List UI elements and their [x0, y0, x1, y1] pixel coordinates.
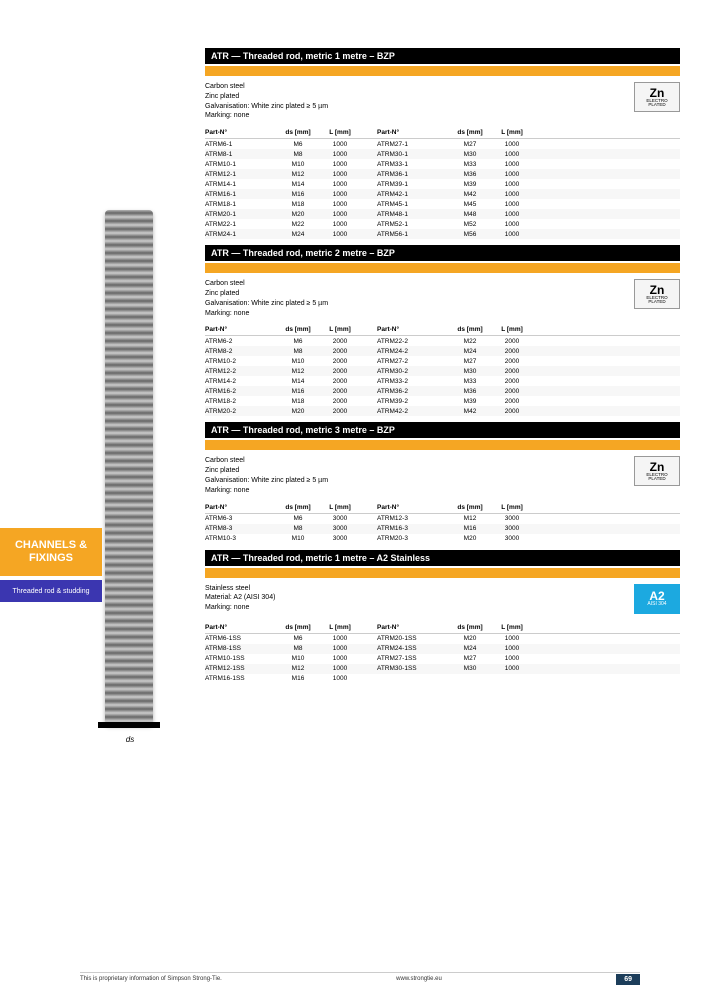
table-row: ATRM10-1M101000ATRM33-1M331000 [205, 159, 680, 169]
table-row: ATRM10-1SSM101000ATRM27-1SSM271000 [205, 654, 680, 664]
material-row: Carbon steelZinc platedGalvanisation: Wh… [205, 279, 680, 318]
dimension-label: ds [95, 735, 165, 744]
table-row: ATRM20-2M202000ATRM42-2M422000 [205, 406, 680, 416]
table-row: ATRM10-2M102000ATRM27-2M272000 [205, 356, 680, 366]
footer-left: This is proprietary information of Simps… [80, 976, 222, 982]
product-table: ATRM6-1M61000ATRM27-1M271000ATRM8-1M8100… [205, 139, 680, 239]
table-row: ATRM14-1M141000ATRM39-1M391000 [205, 179, 680, 189]
table-row: ATRM8-1SSM81000ATRM24-1SSM241000 [205, 644, 680, 654]
table-row: ATRM16-2M162000ATRM36-2M362000 [205, 386, 680, 396]
section-subtitle [205, 263, 680, 273]
table-row: ATRM10-3M103000ATRM20-3M203000 [205, 534, 680, 544]
table-row: ATRM14-2M142000ATRM33-2M332000 [205, 376, 680, 386]
section-subtitle [205, 66, 680, 76]
side-tab-line1: CHANNELS & [15, 539, 87, 552]
section-title: ATR — Threaded rod, metric 3 metre – BZP [205, 422, 680, 438]
product-section: ATR — Threaded rod, metric 1 metre – BZP… [205, 48, 680, 239]
side-tab-channels: CHANNELS & FIXINGS [0, 528, 102, 576]
table-row: ATRM16-1SSM161000 [205, 674, 680, 684]
footer: This is proprietary information of Simps… [80, 972, 640, 982]
side-tab-sub: Threaded rod & studding [0, 580, 102, 602]
threaded-rod-image [105, 210, 153, 725]
footer-right: www.strongtie.eu [396, 976, 442, 982]
table-row: ATRM12-1SSM121000ATRM30-1SSM301000 [205, 664, 680, 674]
section-subtitle [205, 440, 680, 450]
product-section: ATR — Threaded rod, metric 2 metre – BZP… [205, 245, 680, 416]
table-row: ATRM6-3M63000ATRM12-3M123000 [205, 514, 680, 524]
table-row: ATRM8-3M83000ATRM16-3M163000 [205, 524, 680, 534]
table-row: ATRM6-1M61000ATRM27-1M271000 [205, 139, 680, 149]
table-row: ATRM8-2M82000ATRM24-2M242000 [205, 346, 680, 356]
product-table: ATRM6-2M62000ATRM22-2M222000ATRM8-2M8200… [205, 336, 680, 416]
section-subtitle [205, 568, 680, 578]
rod-base [98, 722, 160, 728]
material-text: Stainless steelMaterial: A2 (AISI 304)Ma… [205, 584, 634, 613]
zinc-plated-badge: ZnELECTROPLATED [634, 456, 680, 486]
page-number: 69 [616, 974, 640, 985]
page: CHANNELS & FIXINGS Threaded rod & studdi… [0, 0, 707, 1000]
table-row: ATRM6-1SSM61000ATRM20-1SSM201000 [205, 634, 680, 644]
material-row: Carbon steelZinc platedGalvanisation: Wh… [205, 82, 680, 121]
table-row: ATRM20-1M201000ATRM48-1M481000 [205, 209, 680, 219]
material-text: Carbon steelZinc platedGalvanisation: Wh… [205, 82, 634, 121]
table-row: ATRM8-1M81000ATRM30-1M301000 [205, 149, 680, 159]
product-table: ATRM6-1SSM61000ATRM20-1SSM201000ATRM8-1S… [205, 634, 680, 684]
product-section: ATR — Threaded rod, metric 3 metre – BZP… [205, 422, 680, 543]
table-header: Part-N°ds [mm]L [mm]Part-N°ds [mm]L [mm] [205, 502, 680, 514]
content-area: ATR — Threaded rod, metric 1 metre – BZP… [205, 48, 680, 690]
section-title: ATR — Threaded rod, metric 1 metre – A2 … [205, 550, 680, 566]
product-table: ATRM6-3M63000ATRM12-3M123000ATRM8-3M8300… [205, 514, 680, 544]
side-tab-sub-text: Threaded rod & studding [12, 588, 89, 595]
table-row: ATRM12-1M121000ATRM36-1M361000 [205, 169, 680, 179]
material-row: Stainless steelMaterial: A2 (AISI 304)Ma… [205, 584, 680, 616]
table-row: ATRM18-2M182000ATRM39-2M392000 [205, 396, 680, 406]
material-text: Carbon steelZinc platedGalvanisation: Wh… [205, 456, 634, 495]
table-row: ATRM18-1M181000ATRM45-1M451000 [205, 199, 680, 209]
product-section: ATR — Threaded rod, metric 1 metre – A2 … [205, 550, 680, 684]
table-row: ATRM24-1M241000ATRM56-1M561000 [205, 229, 680, 239]
zinc-plated-badge: ZnELECTROPLATED [634, 279, 680, 309]
section-title: ATR — Threaded rod, metric 2 metre – BZP [205, 245, 680, 261]
zinc-plated-badge: ZnELECTROPLATED [634, 82, 680, 112]
table-header: Part-N°ds [mm]L [mm]Part-N°ds [mm]L [mm] [205, 622, 680, 634]
left-column: CHANNELS & FIXINGS Threaded rod & studdi… [0, 0, 205, 1000]
section-title: ATR — Threaded rod, metric 1 metre – BZP [205, 48, 680, 64]
a2-stainless-badge: A2AISI 304 [634, 584, 680, 614]
table-row: ATRM6-2M62000ATRM22-2M222000 [205, 336, 680, 346]
material-text: Carbon steelZinc platedGalvanisation: Wh… [205, 279, 634, 318]
table-header: Part-N°ds [mm]L [mm]Part-N°ds [mm]L [mm] [205, 127, 680, 139]
table-header: Part-N°ds [mm]L [mm]Part-N°ds [mm]L [mm] [205, 324, 680, 336]
table-row: ATRM12-2M122000ATRM30-2M302000 [205, 366, 680, 376]
material-row: Carbon steelZinc platedGalvanisation: Wh… [205, 456, 680, 495]
table-row: ATRM16-1M161000ATRM42-1M421000 [205, 189, 680, 199]
table-row: ATRM22-1M221000ATRM52-1M521000 [205, 219, 680, 229]
side-tab-line2: FIXINGS [29, 552, 73, 565]
